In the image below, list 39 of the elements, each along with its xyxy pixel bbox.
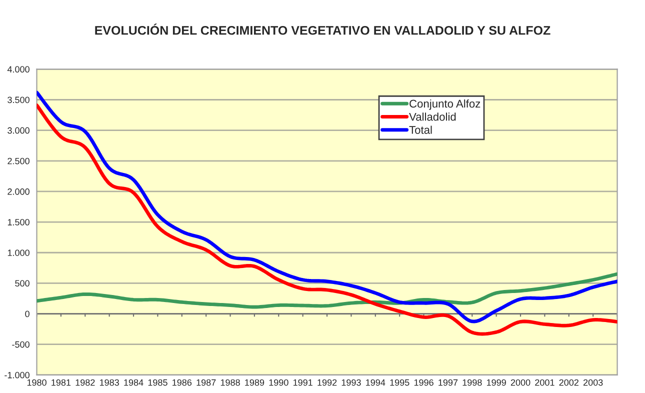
y-tick-label: 3.500 <box>8 96 30 104</box>
x-tick-label: 1998 <box>462 379 482 386</box>
y-tick-label: 2.500 <box>8 158 30 164</box>
x-tick-label: 1989 <box>245 379 264 386</box>
x-tick-label: 1982 <box>76 379 95 386</box>
legend-label: Total <box>409 126 432 134</box>
x-tick-label: 2003 <box>583 379 603 386</box>
x-tick-label: 2001 <box>535 379 554 386</box>
y-tick-label: 4.000 <box>7 66 30 73</box>
x-tick-label: 1984 <box>124 379 144 386</box>
legend-label: Conjunto Alfoz <box>410 99 480 110</box>
x-tick-label: 1991 <box>293 379 312 386</box>
x-tick-label: 1997 <box>438 379 458 386</box>
y-tick-label: 0 <box>25 310 30 318</box>
x-tick-label: 1990 <box>269 379 288 386</box>
x-tick-label: 1999 <box>486 379 506 386</box>
x-tick-label: 1980 <box>27 379 46 386</box>
x-tick-label: 1983 <box>100 379 119 386</box>
x-tick-label: 1987 <box>196 379 216 386</box>
legend-label: Valladolid <box>409 112 456 121</box>
x-tick-label: 1996 <box>414 379 434 386</box>
x-tick-label: 1988 <box>220 379 240 386</box>
y-tick-label: 3.000 <box>8 127 30 134</box>
y-tick-label: 2.000 <box>8 188 30 195</box>
x-tick-label: 1995 <box>390 379 410 386</box>
x-tick-label: 2002 <box>559 379 578 386</box>
y-tick-label: 1.500 <box>8 219 30 226</box>
x-tick-label: 1992 <box>318 379 337 386</box>
y-tick-label: 1.000 <box>8 250 30 256</box>
y-tick-label: -1.000 <box>4 372 30 378</box>
y-tick-label: -500 <box>12 341 30 348</box>
x-tick-label: 2000 <box>510 379 530 386</box>
x-tick-label: 1985 <box>148 379 168 386</box>
x-tick-label: 1986 <box>172 379 192 386</box>
x-tick-label: 1993 <box>342 379 361 386</box>
x-tick-label: 1981 <box>52 379 71 386</box>
x-tick-label: 1994 <box>366 379 386 386</box>
y-tick-label: 500 <box>15 280 30 287</box>
chart-title: EVOLUCIÓN DEL CRECIMIENTO VEGETATIVO EN VALLADOLID Y SU ALFOZ <box>95 24 550 35</box>
